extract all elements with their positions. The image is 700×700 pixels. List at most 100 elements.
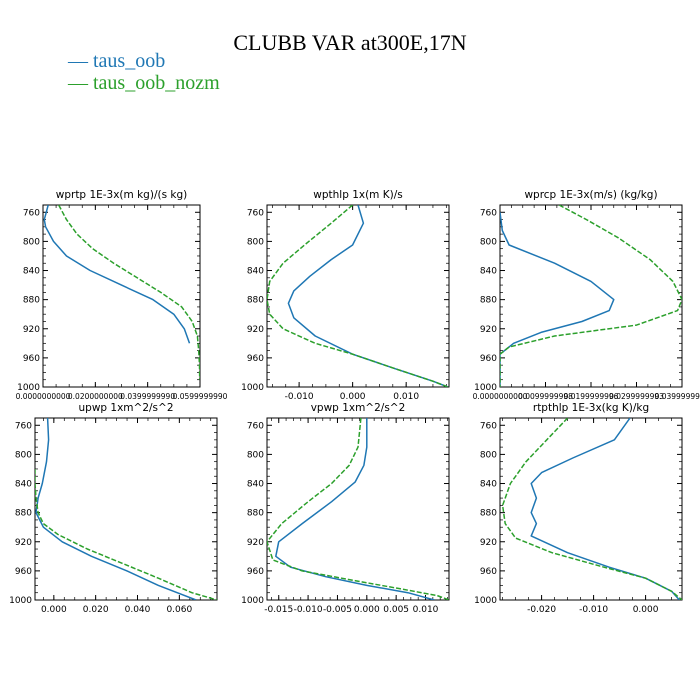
panel-2: wpthlp 1x(m K)/s 760 800 840 880 920 960 1000 -0… bbox=[241, 189, 450, 402]
plot-frame bbox=[266, 204, 450, 388]
series-line-taus-oob-nozm bbox=[267, 205, 449, 387]
series-line-taus-oob-nozm bbox=[500, 205, 682, 387]
y-tick-label: 840 bbox=[247, 267, 264, 277]
panel-title: wpthlp 1x(m K)/s bbox=[313, 189, 403, 201]
series-line-taus-oob-nozm bbox=[58, 205, 200, 380]
x-tick-label: 0.0399999990 bbox=[120, 392, 175, 401]
plot-frame bbox=[34, 417, 218, 601]
y-tick-label: 920 bbox=[23, 325, 40, 335]
legend-item-taus-oob: — taus_oob bbox=[68, 50, 166, 72]
x-tick-label: -0.010 bbox=[579, 605, 608, 615]
x-tick-label: 0.020 bbox=[83, 605, 109, 615]
panel-title: wprcp 1E-3x(m/s) (kg/kg) bbox=[524, 189, 657, 201]
plot-frame bbox=[499, 204, 683, 388]
y-tick-label: 1000 bbox=[474, 383, 497, 393]
y-tick-label: 760 bbox=[23, 208, 40, 218]
y-tick-label: 800 bbox=[480, 450, 497, 460]
y-tick-label: 920 bbox=[247, 538, 264, 548]
y-tick-label: 880 bbox=[15, 509, 32, 519]
x-tick-label: -0.015 bbox=[264, 605, 293, 615]
y-tick-label: 760 bbox=[480, 421, 497, 431]
y-tick-label: 800 bbox=[15, 450, 32, 460]
y-tick-label: 800 bbox=[480, 237, 497, 247]
plot-frame bbox=[266, 417, 450, 601]
y-tick-label: 840 bbox=[480, 480, 497, 490]
panel-title: vpwp 1xm^2/s^2 bbox=[311, 402, 406, 414]
figure-title: CLUBB VAR at300E,17N bbox=[233, 30, 467, 55]
x-tick-label: 0.0000000000 bbox=[473, 392, 528, 401]
y-tick-label: 760 bbox=[15, 421, 32, 431]
y-tick-label: 880 bbox=[23, 296, 40, 306]
y-tick-label: 1000 bbox=[9, 596, 32, 606]
panel-title: wprtp 1E-3x(m kg)/(s kg) bbox=[56, 189, 187, 201]
y-tick-label: 880 bbox=[480, 296, 497, 306]
x-tick-label: 0.010 bbox=[393, 392, 419, 402]
x-tick-label: 0.060 bbox=[166, 605, 192, 615]
y-tick-label: 1000 bbox=[17, 383, 40, 393]
series-line-taus-oob-nozm bbox=[501, 418, 682, 600]
series-line-taus-oob-nozm bbox=[267, 418, 449, 600]
x-tick-label: 0.0200000000 bbox=[68, 392, 123, 401]
y-tick-label: 920 bbox=[247, 325, 264, 335]
x-tick-label: 0.0000000000 bbox=[16, 392, 71, 401]
panel-6: rtpthlp 1E-3x(kg K)/kg 760 800 840 880 920 960… bbox=[474, 402, 683, 615]
series-line-taus-oob bbox=[35, 418, 197, 600]
x-tick-label: 0.010 bbox=[413, 605, 439, 615]
series-line-taus-oob-nozm bbox=[35, 469, 217, 600]
series-line-taus-oob bbox=[43, 205, 191, 344]
series-line-taus-oob bbox=[275, 418, 435, 600]
y-tick-label: 1000 bbox=[241, 596, 264, 606]
panel-4: upwp 1xm^2/s^2 760 800 840 880 920 960 1000 0.00… bbox=[9, 402, 218, 615]
x-tick-label: 0.000 bbox=[41, 605, 67, 615]
x-tick-label: 0.040 bbox=[125, 605, 151, 615]
y-tick-label: 960 bbox=[247, 567, 264, 577]
x-tick-label: 0.0099999998 bbox=[518, 392, 573, 401]
x-tick-label: -0.010 bbox=[285, 392, 314, 402]
x-tick-label: 0.000 bbox=[354, 605, 380, 615]
panel-title: rtpthlp 1E-3x(kg K)/kg bbox=[533, 402, 649, 414]
y-tick-label: 960 bbox=[480, 354, 497, 364]
x-tick-label: 0.000 bbox=[340, 392, 366, 402]
y-tick-label: 1000 bbox=[241, 383, 264, 393]
y-tick-label: 760 bbox=[247, 208, 264, 218]
y-tick-label: 880 bbox=[247, 509, 264, 519]
x-tick-label: 0.000 bbox=[633, 605, 659, 615]
series-line-taus-oob bbox=[500, 212, 615, 387]
plot-frame bbox=[499, 417, 683, 601]
panel-5: vpwp 1xm^2/s^27608008408809209601000-0.0… bbox=[241, 402, 450, 615]
y-tick-label: 840 bbox=[23, 267, 40, 277]
panel-3: wprcp 1E-3x(m/s) (kg/kg) 760 800 840 880 920 9… bbox=[473, 189, 700, 401]
y-tick-label: 800 bbox=[247, 237, 264, 247]
x-tick-label: 0.005 bbox=[383, 605, 409, 615]
panel-1: wprtp 1E-3x(m kg)/(s kg) 760 800 840 880 920 9… bbox=[16, 189, 228, 401]
y-tick-label: 960 bbox=[480, 567, 497, 577]
y-tick-label: 840 bbox=[480, 267, 497, 277]
series-line-taus-oob bbox=[530, 418, 680, 600]
plot-frame bbox=[42, 204, 201, 388]
x-tick-label: -0.005 bbox=[323, 605, 352, 615]
y-tick-label: 800 bbox=[23, 237, 40, 247]
x-tick-label: 0.0399999991 bbox=[655, 392, 700, 401]
legend-item-taus-oob-nozm: — taus_oob_nozm bbox=[68, 72, 220, 94]
y-tick-label: 840 bbox=[247, 480, 264, 490]
y-tick-label: 960 bbox=[247, 354, 264, 364]
x-tick-label: 0.0299999993 bbox=[609, 392, 664, 401]
panel-title: upwp 1xm^2/s^2 bbox=[79, 402, 174, 414]
y-tick-label: 1000 bbox=[474, 596, 497, 606]
x-tick-label: 0.0199999996 bbox=[564, 392, 619, 401]
y-tick-label: 800 bbox=[247, 450, 264, 460]
y-tick-label: 760 bbox=[247, 421, 264, 431]
series-line-taus-oob bbox=[287, 205, 449, 387]
y-tick-label: 880 bbox=[247, 296, 264, 306]
y-tick-label: 920 bbox=[480, 325, 497, 335]
y-tick-label: 760 bbox=[480, 208, 497, 218]
y-tick-label: 840 bbox=[15, 480, 32, 490]
y-tick-label: 920 bbox=[480, 538, 497, 548]
y-tick-label: 920 bbox=[15, 538, 32, 548]
y-tick-label: 960 bbox=[23, 354, 40, 364]
x-tick-label: -0.020 bbox=[527, 605, 556, 615]
x-tick-label: 0.0599999990 bbox=[173, 392, 228, 401]
y-tick-label: 880 bbox=[480, 509, 497, 519]
x-tick-label: -0.010 bbox=[294, 605, 323, 615]
